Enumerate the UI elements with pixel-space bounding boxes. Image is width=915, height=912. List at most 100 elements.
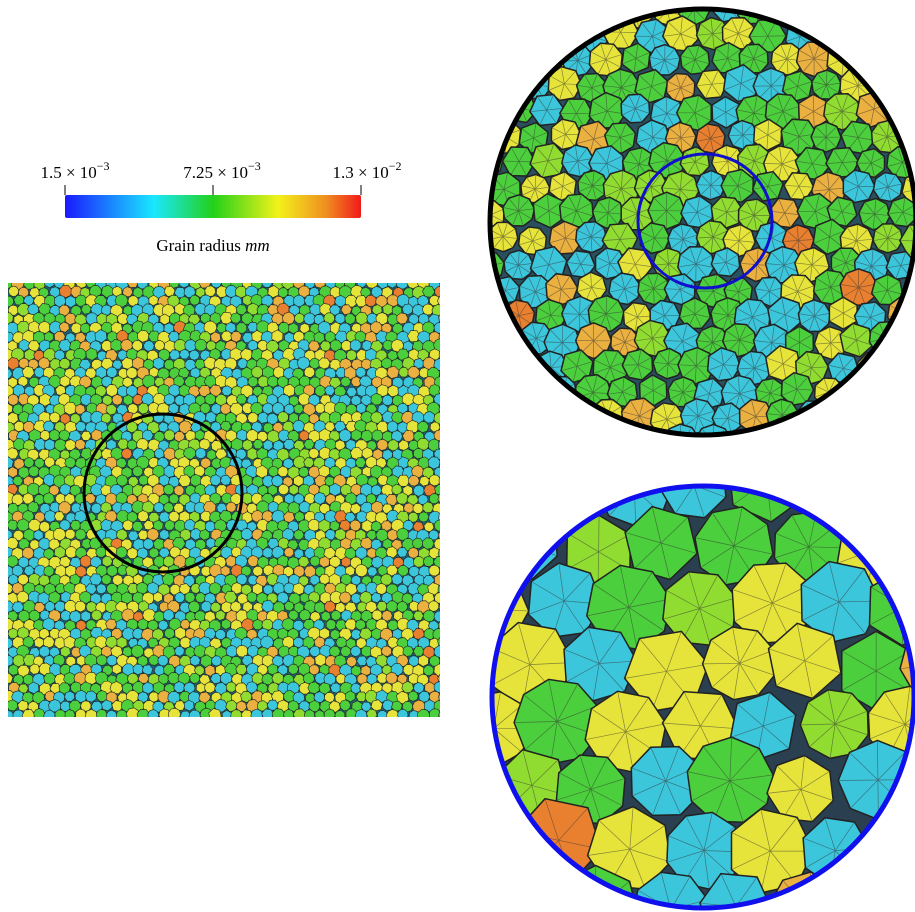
grain	[380, 573, 393, 586]
tick-base: 7.25 × 10	[183, 163, 248, 182]
grain	[370, 484, 382, 496]
grain	[188, 600, 201, 613]
grain	[422, 555, 434, 567]
mesh-lines	[766, 755, 834, 822]
mesh-lines	[587, 806, 671, 890]
grain	[349, 339, 362, 352]
grain	[22, 636, 35, 649]
grain	[208, 708, 222, 717]
mesh-lines	[490, 9, 504, 22]
mesh-lines	[695, 123, 726, 154]
grain	[407, 366, 420, 379]
grain	[44, 283, 55, 289]
mesh-lines	[898, 14, 915, 50]
mesh-lines	[602, 69, 640, 106]
mesh-lines	[781, 372, 814, 406]
grain	[179, 348, 190, 360]
grain	[126, 367, 138, 379]
grain	[65, 546, 78, 559]
grain	[423, 411, 436, 424]
mesh-lines	[593, 350, 628, 385]
grain	[12, 438, 26, 451]
mesh-lines	[755, 378, 786, 409]
grain	[490, 401, 506, 435]
grain	[122, 519, 134, 531]
grain	[439, 657, 440, 665]
mesh-lines	[530, 246, 567, 283]
grain	[174, 592, 185, 603]
mesh-lines	[814, 326, 848, 360]
grain	[252, 565, 264, 577]
grain	[433, 645, 440, 658]
mesh-lines	[560, 349, 594, 383]
grain	[111, 359, 123, 370]
mesh-lines	[625, 506, 698, 580]
grain	[318, 357, 331, 370]
grain	[33, 708, 46, 717]
grain	[829, 400, 858, 433]
mesh-lines	[650, 402, 684, 435]
mesh-lines	[607, 376, 638, 407]
mesh-lines	[887, 47, 915, 76]
grain	[298, 501, 311, 514]
grain	[293, 529, 305, 541]
mesh-lines	[652, 348, 684, 379]
grain	[267, 375, 279, 388]
mesh-lines	[501, 9, 537, 25]
grain	[872, 425, 904, 435]
grain	[246, 591, 258, 603]
mesh-lines	[640, 222, 671, 254]
grain	[438, 405, 440, 414]
grain	[294, 312, 305, 324]
mesh-lines	[765, 93, 801, 130]
grain	[382, 339, 394, 351]
mesh-lines	[839, 323, 873, 357]
grain	[235, 285, 248, 299]
grain	[548, 17, 582, 52]
grain	[298, 466, 310, 478]
grain	[148, 547, 160, 559]
mesh-lines	[867, 370, 904, 408]
mesh-lines	[528, 563, 603, 638]
grain	[179, 619, 191, 630]
grain	[438, 512, 440, 521]
grain	[355, 563, 369, 578]
mesh-lines	[857, 43, 888, 73]
grain	[292, 708, 306, 717]
grain	[856, 42, 888, 74]
mesh-lines	[680, 195, 713, 229]
grain	[163, 502, 174, 513]
grain	[438, 568, 440, 574]
mesh-lines	[711, 196, 743, 229]
grain	[80, 628, 92, 641]
grain	[188, 349, 200, 361]
grain	[307, 519, 321, 532]
grain	[8, 285, 19, 297]
grain	[354, 708, 368, 717]
tick-base: 1.3 × 10	[332, 163, 388, 182]
grain	[408, 475, 420, 487]
grain	[33, 529, 44, 541]
grain	[28, 428, 42, 443]
grain	[408, 655, 420, 667]
grain	[433, 556, 440, 568]
mesh-lines	[711, 96, 740, 129]
mesh-lines	[813, 270, 849, 305]
grain	[350, 645, 362, 657]
mesh-lines	[530, 143, 567, 179]
grain	[271, 402, 285, 415]
mesh-lines	[813, 219, 847, 255]
grain	[437, 636, 440, 648]
mesh-lines	[767, 296, 803, 333]
grain	[395, 283, 409, 290]
grain	[79, 555, 93, 568]
mesh-lines	[514, 679, 599, 765]
grain	[70, 322, 83, 335]
grain	[287, 556, 300, 570]
mesh-lines	[841, 631, 911, 711]
mesh-lines	[608, 273, 641, 305]
grain	[148, 691, 159, 703]
mesh-lines	[774, 511, 846, 583]
grain	[314, 709, 325, 717]
